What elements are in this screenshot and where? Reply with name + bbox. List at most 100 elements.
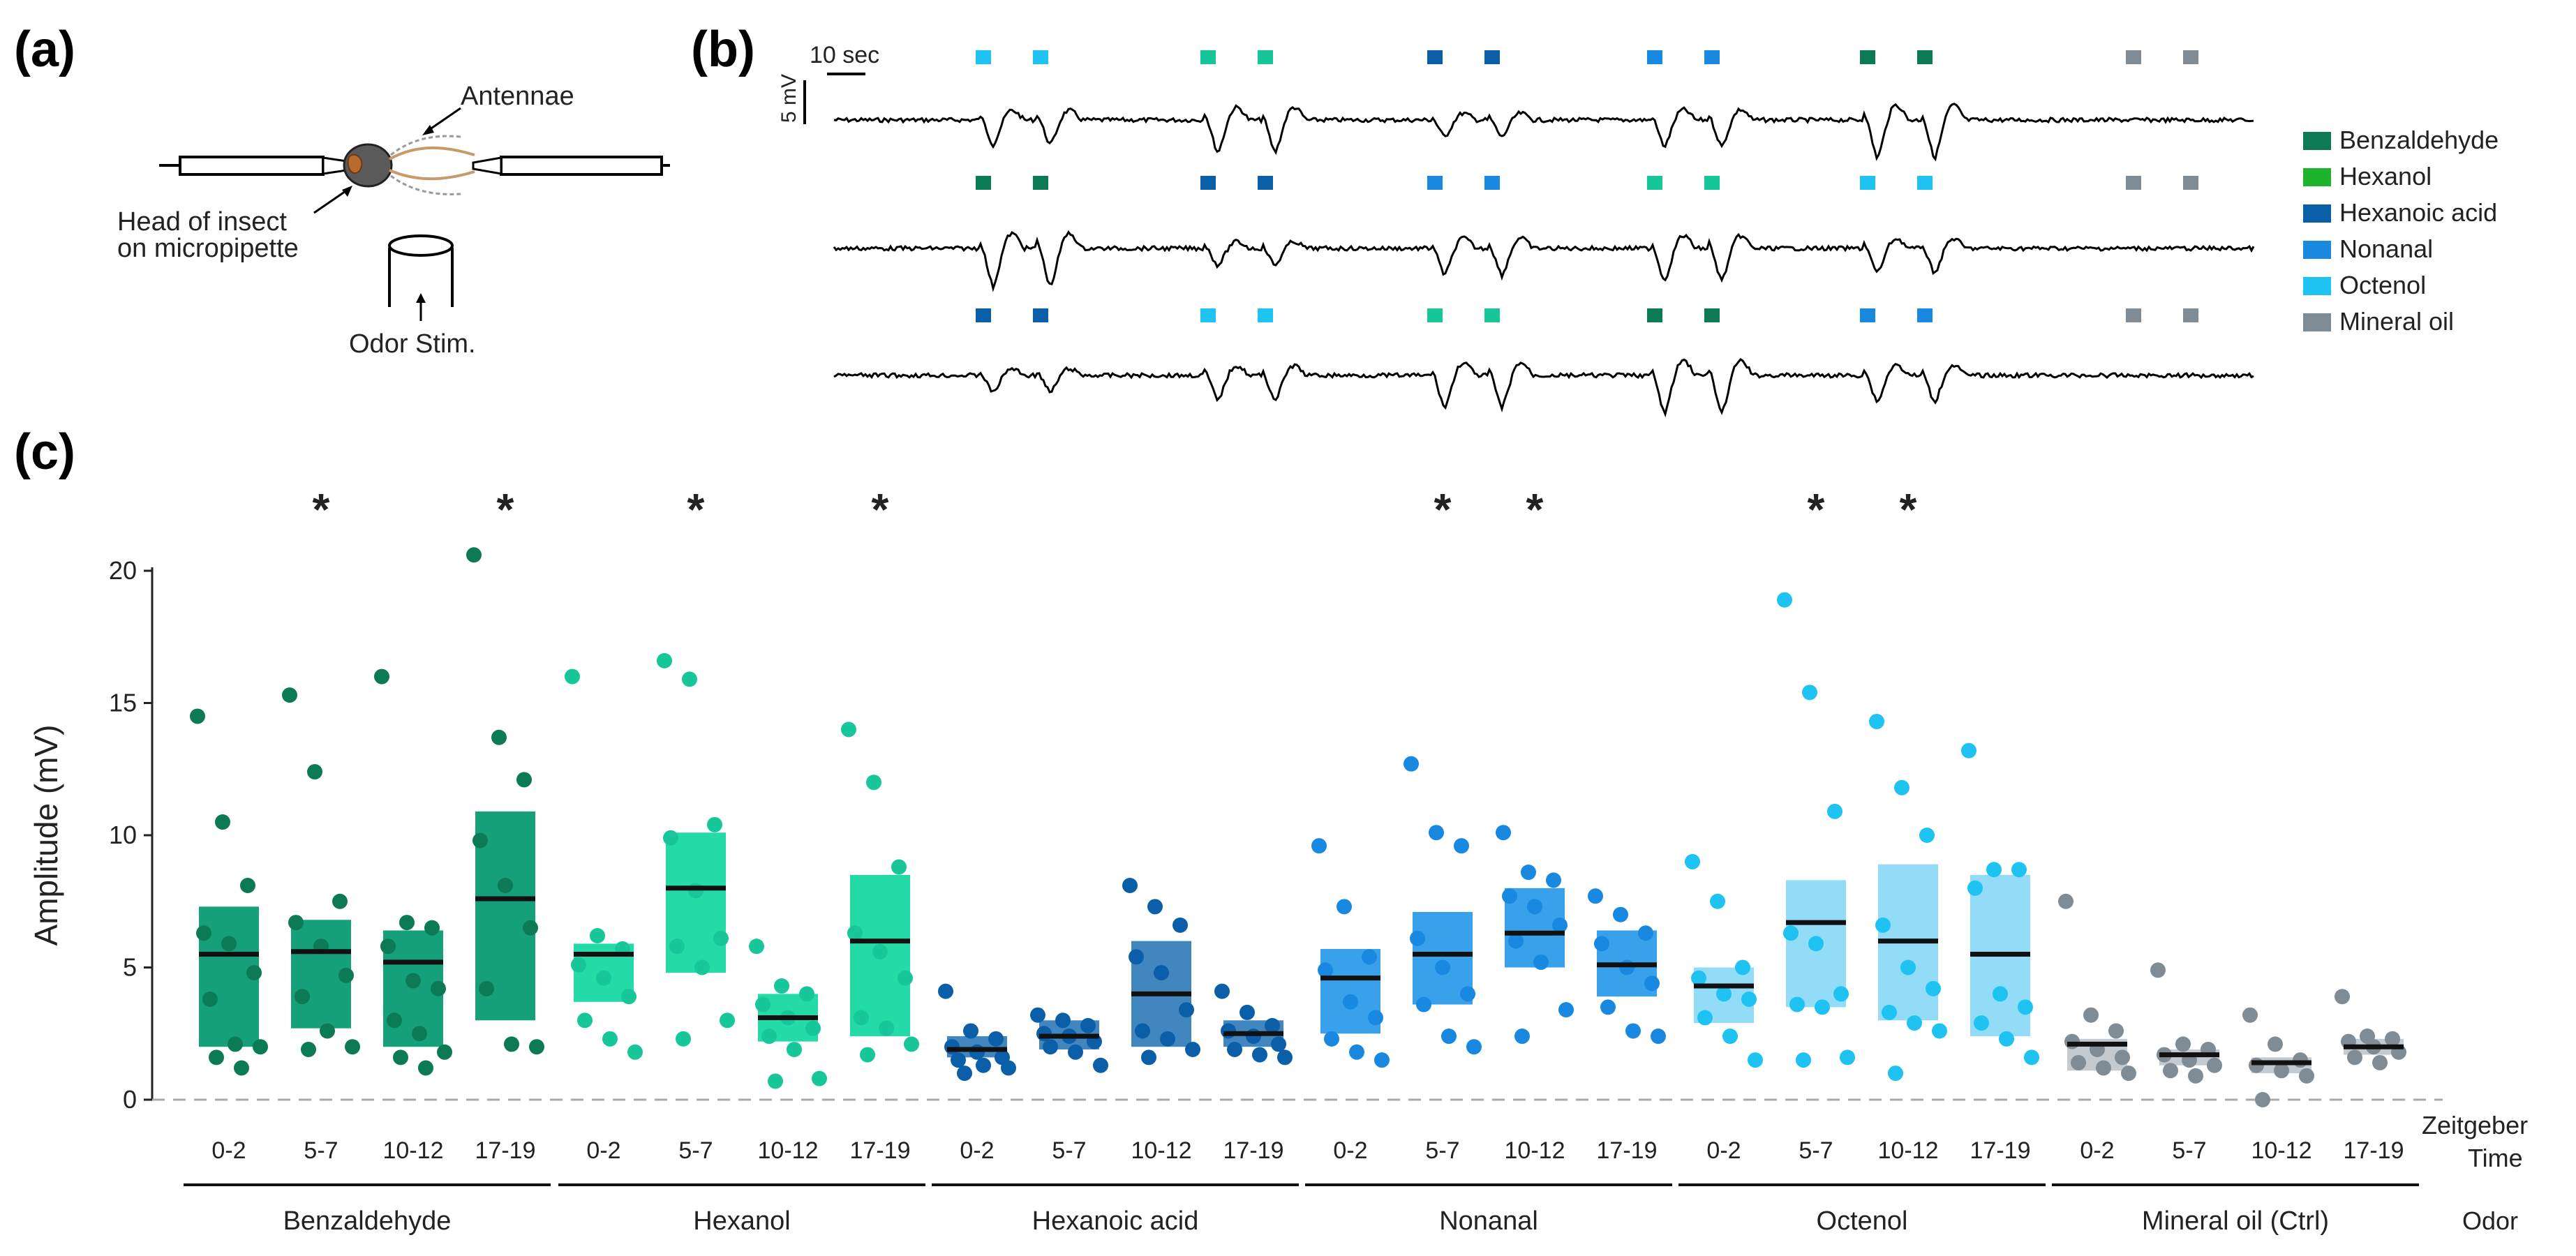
data-point: [688, 883, 703, 899]
significance-star: *: [313, 484, 330, 534]
y-tick-label: 0: [123, 1085, 137, 1114]
data-point: [787, 1041, 802, 1057]
data-point: [1001, 1060, 1016, 1076]
data-point: [1967, 880, 1983, 896]
significance-star: *: [497, 484, 514, 534]
data-point: [1869, 714, 1884, 730]
data-point: [1651, 1029, 1666, 1045]
data-point: [872, 943, 888, 959]
data-point: [1558, 1002, 1574, 1018]
data-point: [1722, 1029, 1738, 1045]
data-point: [2150, 962, 2166, 978]
data-point: [424, 920, 440, 936]
odor-group-label: Hexanol: [693, 1206, 790, 1236]
data-point: [516, 772, 532, 788]
time-tick-label: 17-19: [475, 1137, 536, 1164]
data-point: [812, 1070, 827, 1086]
odor-group-label: Mineral oil (Ctrl): [2142, 1206, 2329, 1236]
time-tick-label: 10-12: [758, 1137, 819, 1164]
data-point: [1239, 1004, 1255, 1020]
data-point: [682, 671, 697, 687]
data-point: [1129, 949, 1144, 965]
data-point: [2163, 1063, 2178, 1079]
data-point: [1546, 872, 1561, 888]
data-point: [1179, 1002, 1194, 1018]
data-point: [1416, 996, 1431, 1012]
data-point: [1368, 1010, 1383, 1026]
data-point: [1961, 742, 1976, 758]
stimulus-marker: [2183, 176, 2198, 190]
stimulus-marker: [1704, 176, 1720, 190]
significance-star: *: [687, 484, 705, 534]
stimulus-marker: [1033, 50, 1048, 64]
stimulus-marker: [1258, 308, 1273, 322]
odor-group-label: Hexanoic acid: [1032, 1206, 1199, 1236]
data-point: [209, 1049, 224, 1066]
data-point: [1093, 1057, 1108, 1073]
data-point: [2255, 1092, 2270, 1107]
y-tick-label: 10: [109, 821, 137, 849]
data-point: [1185, 1041, 1200, 1057]
data-point: [577, 1012, 593, 1029]
data-point: [2299, 1068, 2314, 1084]
stimulus-marker: [1427, 50, 1443, 64]
y-tick-label: 20: [109, 556, 137, 585]
data-point: [898, 970, 913, 986]
data-point: [944, 1039, 960, 1055]
data-point: [713, 930, 729, 946]
stimulus-marker: [976, 50, 991, 64]
data-point: [504, 1036, 519, 1052]
data-point: [799, 986, 814, 1002]
data-point: [1777, 592, 1792, 608]
data-point: [202, 991, 218, 1007]
data-point: [380, 939, 396, 955]
data-point: [2249, 1057, 2264, 1073]
data-point: [761, 1029, 777, 1045]
data-point: [1227, 1041, 1242, 1057]
data-point: [246, 965, 262, 981]
data-point: [1993, 986, 2008, 1002]
time-label: Time: [2468, 1144, 2523, 1172]
data-point: [879, 1020, 894, 1036]
data-point: [196, 925, 211, 941]
stimulus-marker: [1033, 176, 1048, 190]
data-point: [1808, 936, 1824, 952]
data-point: [1404, 756, 1419, 772]
time-tick-label: 5-7: [678, 1137, 713, 1164]
data-point: [1460, 986, 1475, 1002]
time-tick-label: 0-2: [960, 1137, 994, 1164]
data-point: [1833, 986, 1849, 1002]
data-point: [2207, 1057, 2222, 1073]
time-tick-label: 17-19: [850, 1137, 911, 1164]
data-point: [1926, 980, 1941, 996]
data-point: [1527, 899, 1542, 915]
data-point: [1697, 1010, 1713, 1026]
data-point: [1252, 1047, 1267, 1063]
data-point: [1343, 994, 1358, 1010]
stimulus-marker: [2126, 176, 2141, 190]
legend-label-1: Hexanol: [2339, 162, 2432, 190]
data-point: [1638, 925, 1653, 941]
data-point: [2096, 1060, 2111, 1076]
significance-star: *: [872, 484, 889, 534]
data-point: [2024, 1049, 2039, 1066]
data-point: [707, 816, 722, 832]
data-point: [1122, 878, 1138, 894]
data-point: [1508, 933, 1524, 949]
significance-star: *: [1900, 484, 1917, 534]
time-tick-label: 10-12: [1878, 1137, 1939, 1164]
data-point: [1410, 930, 1425, 946]
data-point: [1796, 1052, 1811, 1068]
data-point: [1374, 1052, 1390, 1068]
data-point: [621, 989, 636, 1005]
stimulus-marker: [1258, 176, 1273, 190]
data-point: [1875, 917, 1891, 933]
data-point: [720, 1012, 735, 1029]
data-point: [1594, 936, 1609, 952]
data-point: [676, 1031, 691, 1047]
data-point: [951, 1052, 966, 1068]
data-point: [866, 775, 881, 791]
time-tick-label: 0-2: [1333, 1137, 1367, 1164]
time-tick-label: 5-7: [1425, 1137, 1459, 1164]
data-point: [253, 1039, 268, 1055]
